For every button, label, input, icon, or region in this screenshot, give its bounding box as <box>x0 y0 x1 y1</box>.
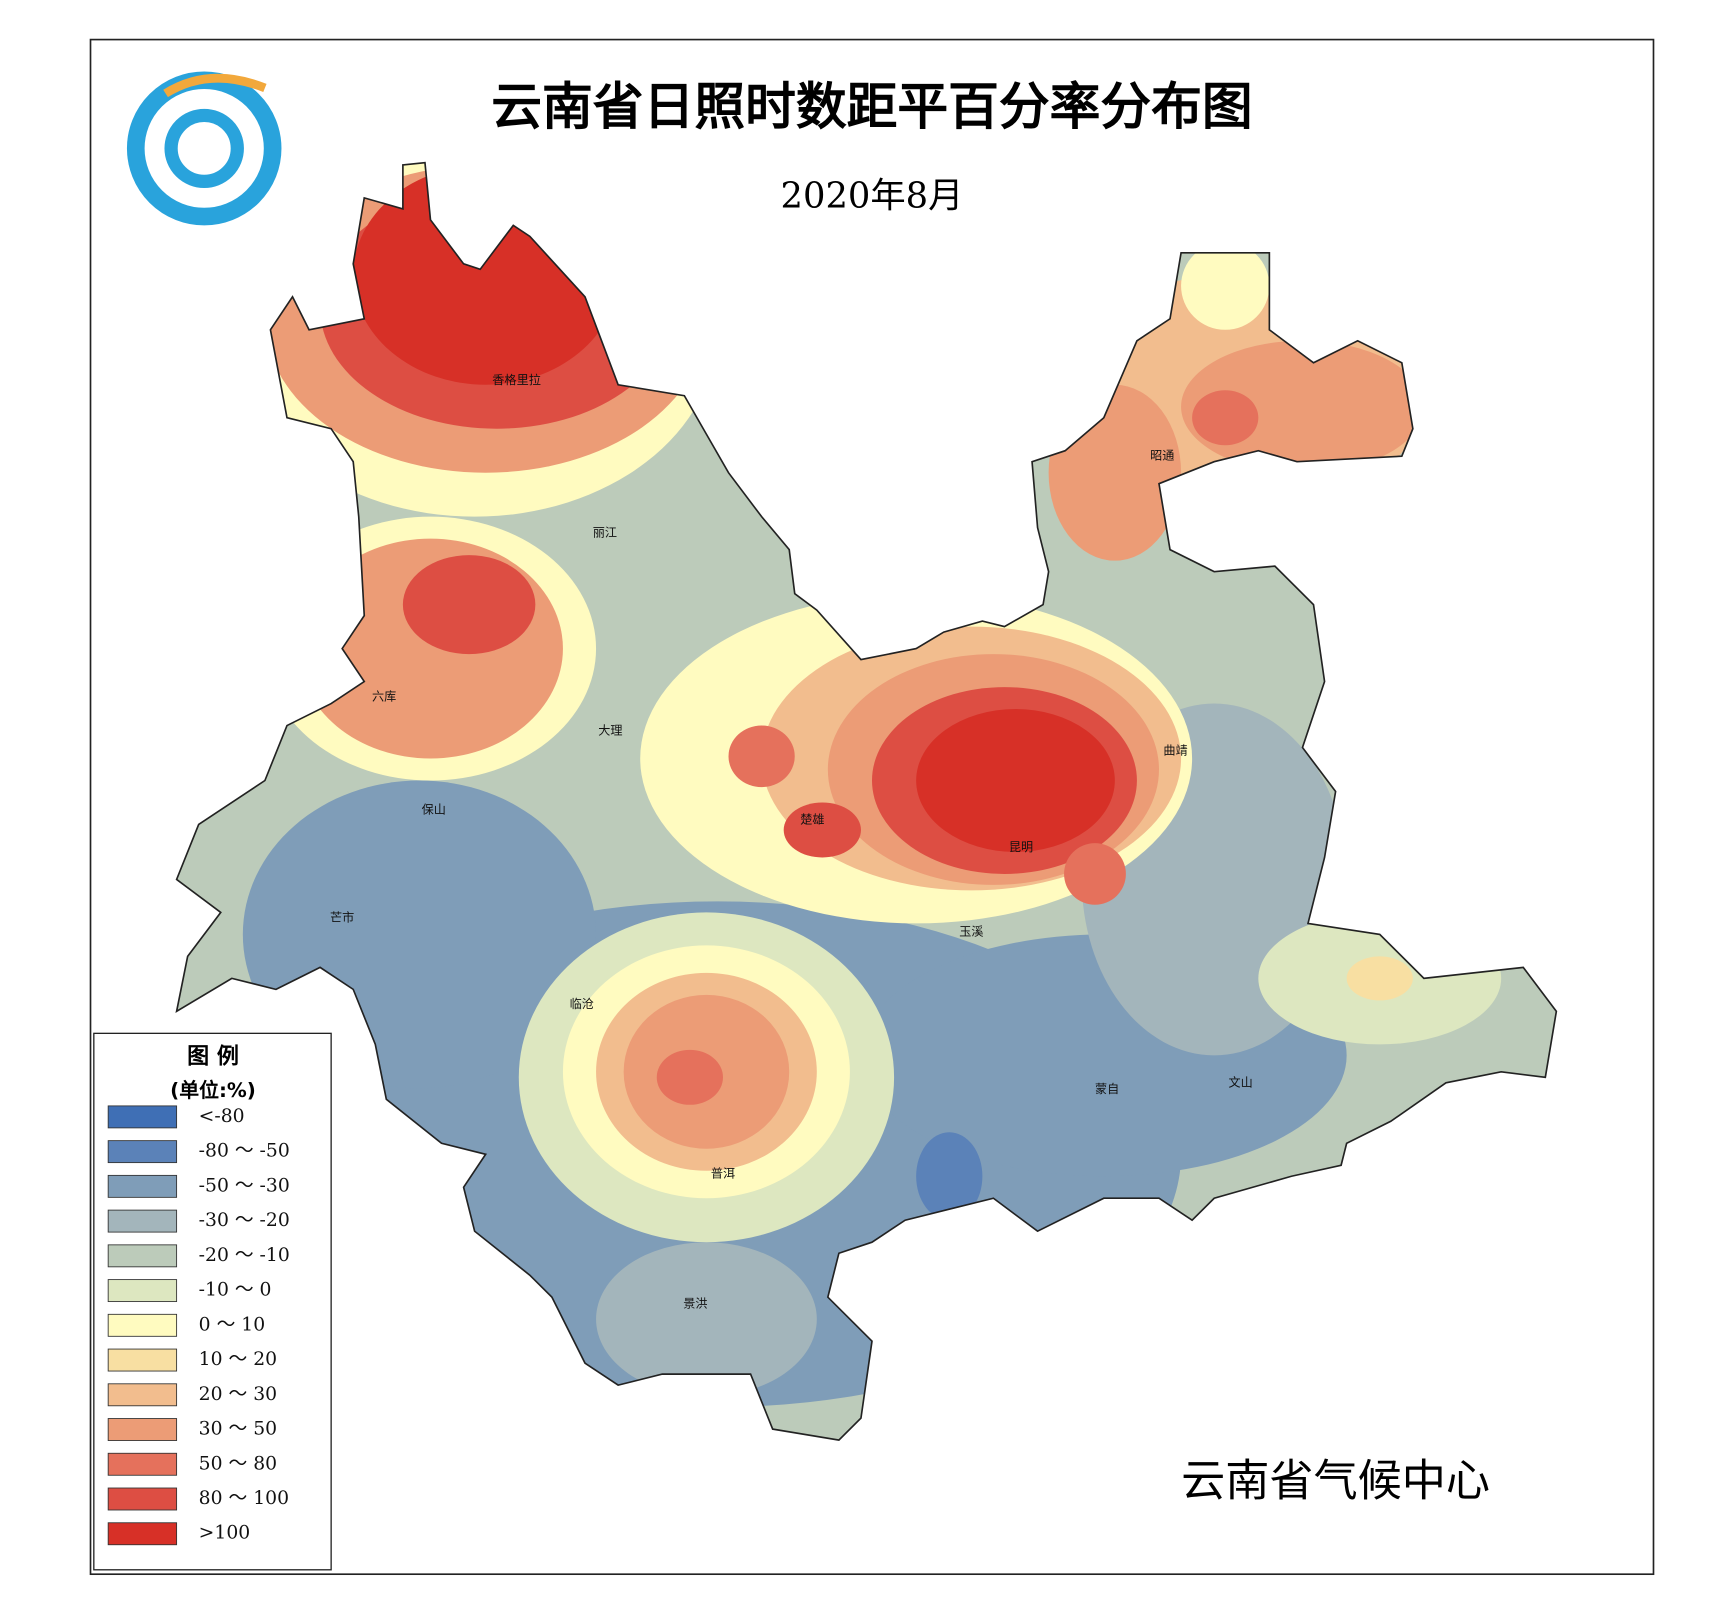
credit: 云南省气候中心 <box>1181 1456 1490 1507</box>
legend-swatch <box>107 1140 178 1164</box>
legend-label: -20 ～ -10 <box>199 1245 290 1266</box>
legend-label: 0 ～ 10 <box>199 1314 265 1335</box>
legend-label: 20 ～ 30 <box>199 1384 277 1405</box>
legend-unit: (单位:%) <box>170 1079 256 1102</box>
city-label: 昭通 <box>1150 449 1174 463</box>
city-label: 楚雄 <box>800 812 824 827</box>
city-label: 芒市 <box>330 909 354 924</box>
legend-label: >100 <box>199 1523 251 1544</box>
legend-title: 图 例 <box>187 1045 239 1070</box>
legend-swatch <box>107 1522 178 1546</box>
city-label: 香格里拉 <box>492 372 541 387</box>
city-label: 玉溪 <box>959 925 983 939</box>
city-label: 蒙自 <box>1095 1082 1119 1096</box>
legend-swatch <box>107 1279 178 1303</box>
legend-label: <-80 <box>199 1106 245 1127</box>
legend-swatch <box>107 1313 178 1337</box>
city-label: 临沧 <box>570 996 594 1011</box>
logo <box>126 71 282 226</box>
legend-label: 50 ～ 80 <box>199 1453 277 1474</box>
city-label: 六库 <box>372 688 396 703</box>
legend-label: -80 ～ -50 <box>199 1141 290 1162</box>
legend-label: 10 ～ 20 <box>199 1349 277 1370</box>
city-label: 保山 <box>422 803 446 817</box>
city-label: 普洱 <box>711 1167 735 1181</box>
legend-label: 80 ～ 100 <box>199 1488 289 1509</box>
province-outline <box>175 161 1558 1441</box>
legend-swatch <box>107 1105 178 1129</box>
city-label: 曲靖 <box>1163 743 1187 757</box>
city-label: 文山 <box>1229 1074 1253 1089</box>
legend-swatch <box>107 1348 178 1372</box>
legend-swatch <box>107 1418 178 1441</box>
legend-label: -30 ～ -20 <box>199 1210 290 1231</box>
legend-swatch <box>107 1452 178 1476</box>
legend-swatch <box>107 1487 178 1511</box>
legend-swatch <box>107 1383 178 1407</box>
city-label: 丽江 <box>593 526 617 540</box>
legend-label: 30 ～ 50 <box>199 1419 277 1440</box>
legend-swatch <box>107 1209 178 1233</box>
legend-swatch <box>107 1244 178 1268</box>
legend-label: -50 ～ -30 <box>199 1175 290 1196</box>
city-label: 景洪 <box>683 1296 707 1310</box>
legend-swatch <box>107 1174 178 1198</box>
map-title: 云南省日照时数距平百分率分布图 <box>491 77 1252 136</box>
legend-label: -10 ～ 0 <box>199 1280 272 1301</box>
city-label: 昆明 <box>1009 840 1033 854</box>
map-subtitle: 2020年8月 <box>781 175 964 216</box>
city-label: 大理 <box>598 724 622 738</box>
legend: 图 例 (单位:%) <-80 -80 ～ -50 -50 ～ -30 -30 ～ -… <box>93 1032 332 1571</box>
